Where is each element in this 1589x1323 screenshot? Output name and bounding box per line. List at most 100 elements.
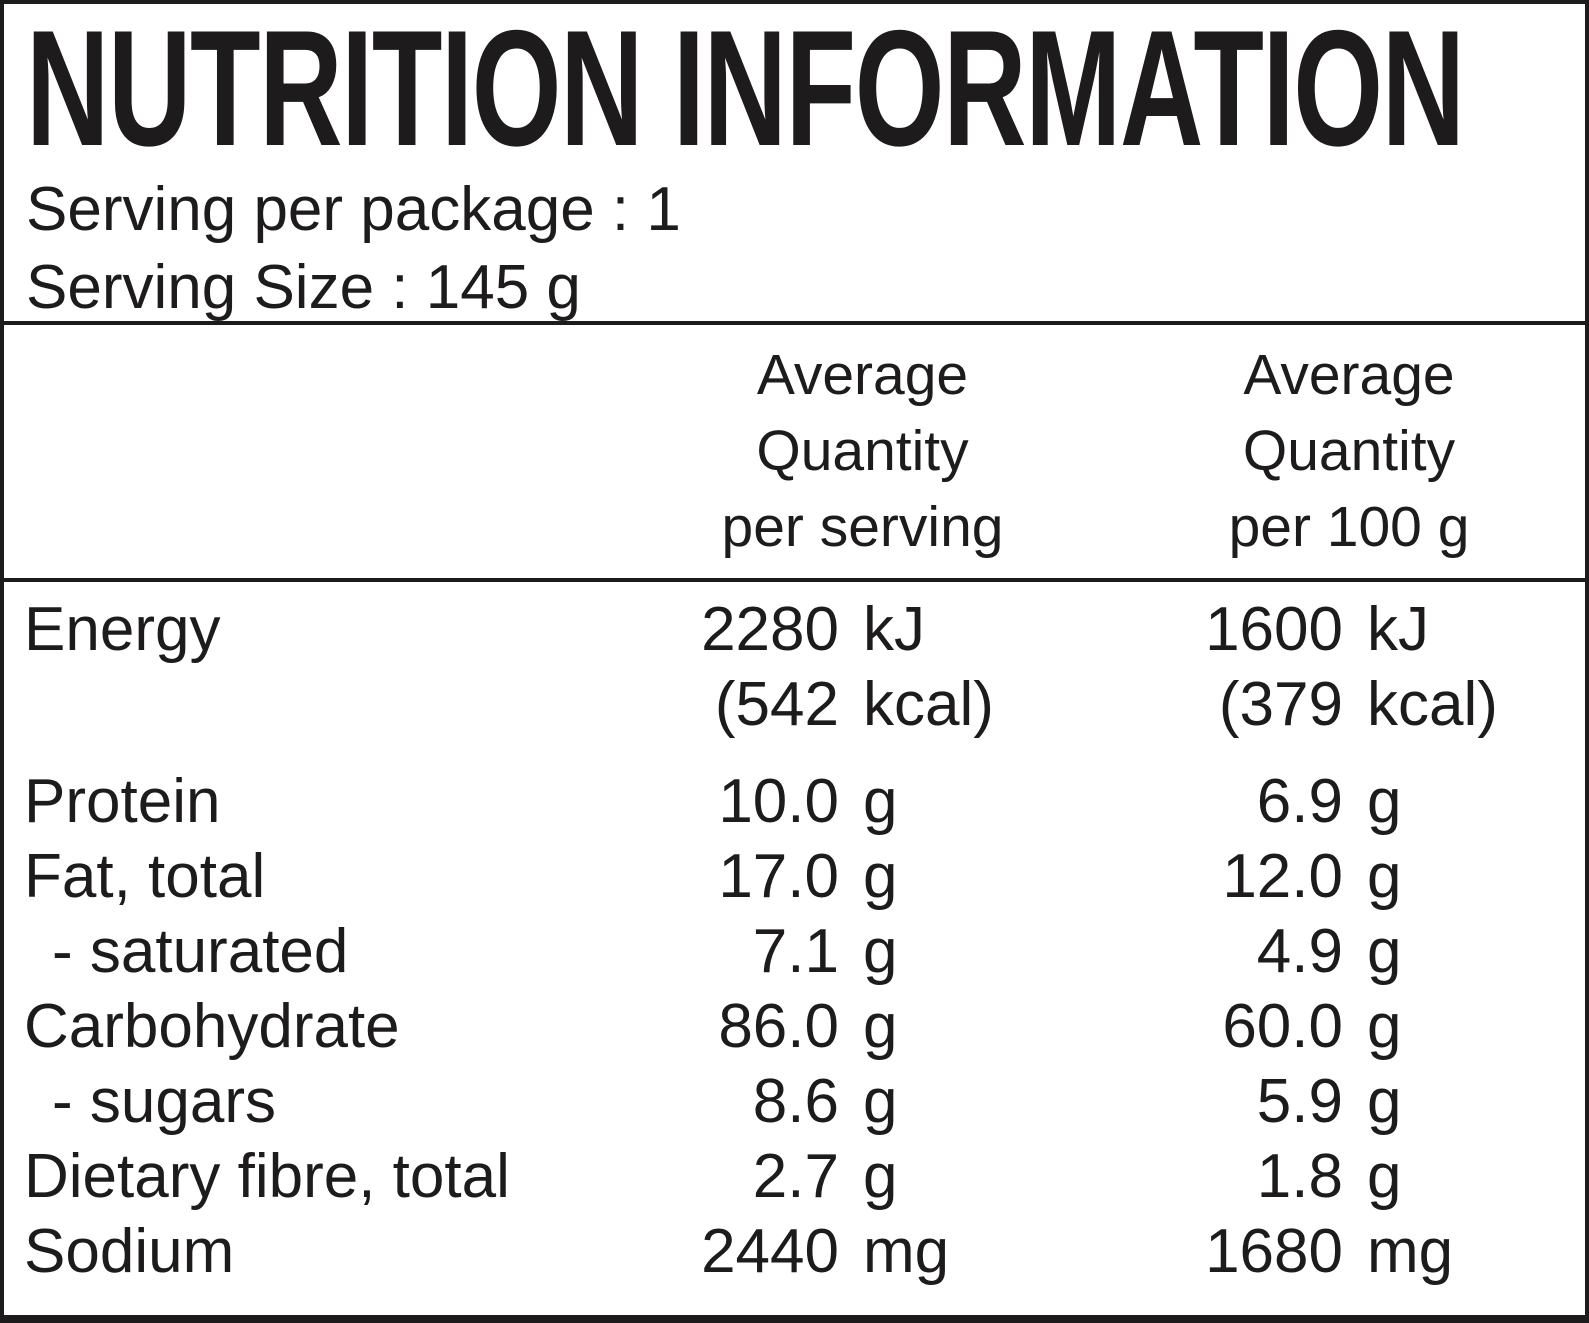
row-label: - sugars bbox=[52, 1067, 276, 1136]
per-serving-unit: g bbox=[839, 839, 1109, 914]
per-serving-unit: mg bbox=[839, 1214, 1109, 1289]
per-serving-number: 10.0 bbox=[616, 764, 839, 839]
value-unit: g bbox=[1367, 1142, 1402, 1211]
per-100g-number: 1680 bbox=[1109, 1214, 1343, 1289]
table-row: Protein 10.0 g 6.9 g bbox=[0, 764, 1589, 839]
per-serving-unit: g bbox=[839, 764, 1109, 839]
value-number: 10.0 bbox=[718, 767, 839, 836]
per-serving-number: 7.1 bbox=[616, 914, 839, 989]
value-unit: g bbox=[1367, 767, 1402, 836]
table-row: Dietary fibre, total 2.7 g 1.8 g bbox=[0, 1139, 1589, 1214]
per-100g-unit: mg bbox=[1343, 1214, 1589, 1289]
column-header-per-100g: Average Quantity per 100 g bbox=[1109, 337, 1589, 578]
label-header: NUTRITION INFORMATION Serving per packag… bbox=[0, 0, 1589, 325]
per-serving-unit: g bbox=[839, 1064, 1109, 1139]
column-header-line: Quantity bbox=[1242, 419, 1456, 483]
per-serving-number: 2.7 bbox=[616, 1139, 839, 1214]
column-header-line: per 100 g bbox=[1228, 495, 1470, 559]
value-unit: kJ bbox=[863, 595, 925, 664]
per-100g-number: 6.9 bbox=[1109, 764, 1343, 839]
value-number: 12.0 bbox=[1222, 842, 1343, 911]
per-serving-number: 86.0 bbox=[616, 989, 839, 1064]
value-number: 17.0 bbox=[718, 842, 839, 911]
value-unit: g bbox=[1367, 842, 1402, 911]
value-unit: kJ bbox=[1367, 595, 1429, 664]
per-100g-unit: g bbox=[1343, 764, 1589, 839]
value-number: 2440 bbox=[701, 1217, 839, 1286]
per-100g-unit: g bbox=[1343, 1139, 1589, 1214]
value-unit: mg bbox=[863, 1217, 950, 1286]
value-number: (379 bbox=[1218, 670, 1343, 739]
per-serving-number: 2280 (542 bbox=[616, 592, 839, 742]
serving-per-package-text: Serving per package : 1 bbox=[26, 175, 681, 244]
value-unit: mg bbox=[1367, 1217, 1454, 1286]
row-label: - saturated bbox=[52, 917, 349, 986]
per-serving-unit: g bbox=[839, 914, 1109, 989]
per-serving-unit: g bbox=[839, 1139, 1109, 1214]
per-100g-unit: g bbox=[1343, 1064, 1589, 1139]
row-label: Energy bbox=[24, 595, 221, 664]
value-number: 1680 bbox=[1205, 1217, 1343, 1286]
nutrient-table-body: Energy 2280 (542 kJ kcal) 1600 (379 kJ kcal) Prot… bbox=[0, 582, 1589, 1289]
column-header-row: Average Quantity per serving Average Qua… bbox=[0, 325, 1589, 582]
per-100g-number: 12.0 bbox=[1109, 839, 1343, 914]
per-serving-unit: g bbox=[839, 989, 1109, 1064]
table-row: Sodium 2440 mg 1680 mg bbox=[0, 1214, 1589, 1289]
per-serving-number: 8.6 bbox=[616, 1064, 839, 1139]
value-unit: g bbox=[863, 842, 898, 911]
value-number: 1600 bbox=[1205, 595, 1343, 664]
per-100g-number: 4.9 bbox=[1109, 914, 1343, 989]
value-unit: g bbox=[1367, 992, 1402, 1061]
value-number: 4.9 bbox=[1256, 917, 1343, 986]
column-header-line: Average bbox=[756, 343, 969, 407]
column-header-line: Average bbox=[1243, 343, 1455, 407]
per-100g-number: 1600 (379 bbox=[1109, 592, 1343, 742]
value-unit: kcal) bbox=[1367, 670, 1498, 739]
value-number: 6.9 bbox=[1256, 767, 1343, 836]
table-row: - sugars 8.6 g 5.9 g bbox=[0, 1064, 1589, 1139]
column-header-line: per serving bbox=[721, 495, 1004, 559]
value-unit: g bbox=[863, 992, 898, 1061]
table-row: Fat, total 17.0 g 12.0 g bbox=[0, 839, 1589, 914]
column-header-line: Quantity bbox=[756, 419, 969, 483]
per-serving-number: 2440 bbox=[616, 1214, 839, 1289]
table-row: - saturated 7.1 g 4.9 g bbox=[0, 914, 1589, 989]
row-label: Sodium bbox=[24, 1217, 235, 1286]
value-number: 5.9 bbox=[1256, 1067, 1343, 1136]
row-label: Dietary fibre, total bbox=[24, 1142, 510, 1211]
per-100g-unit: g bbox=[1343, 839, 1589, 914]
table-row: Energy 2280 (542 kJ kcal) 1600 (379 kJ kcal) bbox=[0, 592, 1589, 742]
per-100g-unit: kJ kcal) bbox=[1343, 592, 1589, 742]
value-number: 7.1 bbox=[752, 917, 839, 986]
per-serving-number: 17.0 bbox=[616, 839, 839, 914]
row-label: Protein bbox=[24, 767, 221, 836]
column-header-per-serving: Average Quantity per serving bbox=[616, 337, 1109, 578]
serving-size-text: Serving Size : 145 g bbox=[26, 253, 581, 322]
value-number: 1.8 bbox=[1256, 1142, 1343, 1211]
per-100g-number: 5.9 bbox=[1109, 1064, 1343, 1139]
value-unit: g bbox=[863, 1067, 898, 1136]
per-100g-number: 60.0 bbox=[1109, 989, 1343, 1064]
value-number: 60.0 bbox=[1222, 992, 1343, 1061]
table-row: Carbohydrate 86.0 g 60.0 g bbox=[0, 989, 1589, 1064]
value-unit: g bbox=[1367, 1067, 1402, 1136]
page-title: NUTRITION INFORMATION bbox=[26, 0, 1465, 180]
value-unit: g bbox=[863, 767, 898, 836]
value-number: 86.0 bbox=[718, 992, 839, 1061]
value-number: 8.6 bbox=[752, 1067, 839, 1136]
value-number: (542 bbox=[714, 670, 839, 739]
row-label: Carbohydrate bbox=[24, 992, 400, 1061]
value-unit: g bbox=[863, 1142, 898, 1211]
per-100g-unit: g bbox=[1343, 989, 1589, 1064]
value-unit: g bbox=[863, 917, 898, 986]
per-serving-unit: kJ kcal) bbox=[839, 592, 1109, 742]
per-100g-number: 1.8 bbox=[1109, 1139, 1343, 1214]
column-header-spacer bbox=[0, 337, 616, 578]
value-number: 2280 bbox=[701, 595, 839, 664]
value-number: 2.7 bbox=[752, 1142, 839, 1211]
value-unit: kcal) bbox=[863, 670, 994, 739]
value-unit: g bbox=[1367, 917, 1402, 986]
row-label: Fat, total bbox=[24, 842, 266, 911]
per-100g-unit: g bbox=[1343, 914, 1589, 989]
